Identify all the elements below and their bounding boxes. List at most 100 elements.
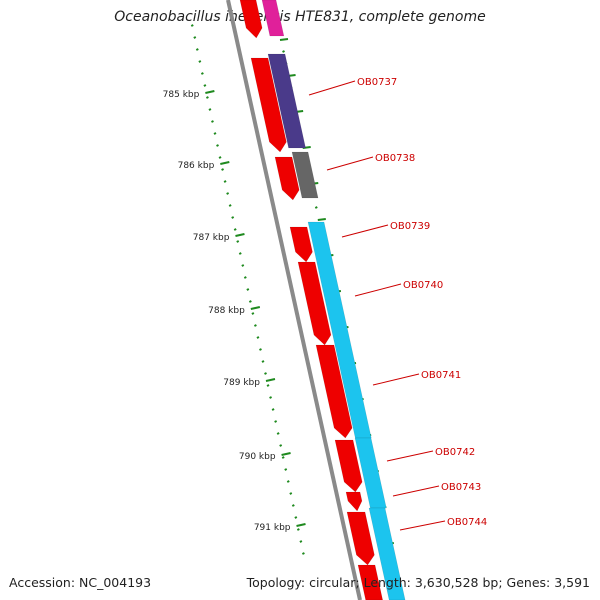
minor-tick bbox=[256, 336, 260, 339]
cds-feature bbox=[239, 0, 263, 39]
minor-tick bbox=[264, 372, 267, 375]
minor-tick bbox=[236, 240, 240, 243]
feature-purple bbox=[267, 53, 306, 149]
minor-tick bbox=[261, 360, 265, 363]
outer-tick bbox=[279, 38, 289, 41]
major-tick bbox=[235, 233, 245, 237]
minor-tick bbox=[226, 192, 230, 195]
minor-tick bbox=[281, 456, 285, 459]
gene-leader-line bbox=[399, 520, 446, 531]
gene-label: OB0744 bbox=[447, 517, 487, 528]
minor-tick bbox=[276, 432, 280, 435]
cds-feature bbox=[274, 156, 300, 201]
minor-tick bbox=[228, 204, 232, 207]
minor-tick bbox=[284, 468, 288, 471]
gene-label: OB0742 bbox=[435, 447, 475, 458]
scale-label: 789 kbp bbox=[223, 378, 260, 388]
cds-feature bbox=[345, 491, 363, 512]
gene-label: OB0743 bbox=[441, 482, 481, 493]
gene-label: OB0737 bbox=[357, 77, 397, 88]
minor-tick bbox=[195, 48, 199, 51]
major-tick bbox=[205, 90, 215, 94]
minor-tick bbox=[279, 444, 283, 447]
minor-tick bbox=[198, 60, 202, 63]
feature-gray bbox=[291, 151, 319, 199]
gene-leader-line bbox=[392, 485, 440, 497]
minor-tick bbox=[200, 72, 204, 75]
gene-leader-line bbox=[308, 80, 356, 96]
minor-tick bbox=[301, 552, 305, 555]
minor-tick bbox=[205, 96, 209, 99]
outer-tick bbox=[314, 206, 318, 209]
minor-tick bbox=[251, 312, 255, 315]
gene-label: OB0738 bbox=[375, 153, 415, 164]
cds-feature bbox=[315, 344, 353, 439]
cds-feature bbox=[297, 261, 332, 346]
minor-tick bbox=[289, 492, 293, 495]
gene-label: OB0740 bbox=[403, 280, 443, 291]
minor-tick bbox=[291, 504, 295, 507]
major-tick bbox=[296, 523, 306, 527]
gene-leader-line bbox=[354, 283, 402, 297]
minor-tick bbox=[266, 384, 270, 387]
scale-label: 788 kbp bbox=[208, 306, 245, 316]
minor-tick bbox=[248, 300, 252, 303]
major-tick bbox=[220, 161, 230, 165]
minor-tick bbox=[208, 108, 212, 111]
genome-summary: Topology: circular; Length: 3,630,528 bp… bbox=[246, 575, 590, 590]
scale-label: 785 kbp bbox=[163, 90, 200, 100]
minor-tick bbox=[299, 540, 303, 543]
cds-feature bbox=[346, 511, 375, 566]
feature-cyan bbox=[307, 221, 372, 439]
backbone-line bbox=[226, 0, 362, 600]
outer-tick bbox=[317, 218, 326, 221]
minor-tick bbox=[296, 528, 300, 531]
scale-label: 790 kbp bbox=[239, 452, 276, 462]
minor-tick bbox=[193, 36, 197, 39]
minor-tick bbox=[211, 120, 214, 123]
gene-label: OB0741 bbox=[421, 370, 461, 381]
minor-tick bbox=[216, 144, 219, 147]
minor-tick bbox=[243, 276, 247, 279]
minor-tick bbox=[286, 480, 290, 483]
feature-cyan bbox=[368, 507, 406, 600]
minor-tick bbox=[203, 84, 207, 87]
minor-tick bbox=[269, 396, 273, 399]
minor-tick bbox=[246, 288, 250, 291]
gene-leader-line bbox=[372, 373, 420, 386]
minor-tick bbox=[271, 408, 275, 411]
major-tick bbox=[281, 452, 291, 456]
minor-tick bbox=[231, 216, 235, 219]
scale-label: 787 kbp bbox=[193, 233, 230, 243]
cds-feature bbox=[289, 226, 313, 263]
minor-tick bbox=[238, 252, 242, 255]
cds-feature bbox=[334, 439, 363, 493]
minor-tick bbox=[190, 24, 194, 27]
rrna-feature bbox=[261, 0, 285, 37]
minor-tick bbox=[253, 324, 257, 327]
scale-label: 791 kbp bbox=[254, 523, 291, 533]
gene-label: OB0739 bbox=[390, 221, 430, 232]
minor-tick bbox=[223, 180, 227, 183]
outer-tick bbox=[282, 50, 285, 53]
minor-tick bbox=[241, 264, 245, 267]
minor-tick bbox=[259, 348, 262, 351]
minor-tick bbox=[233, 228, 237, 231]
gene-leader-line bbox=[341, 224, 389, 238]
minor-tick bbox=[294, 516, 298, 519]
cds-feature bbox=[357, 564, 383, 600]
feature-cyan bbox=[354, 437, 387, 509]
gene-leader-line bbox=[386, 450, 434, 462]
minor-tick bbox=[218, 156, 222, 159]
cds-feature bbox=[250, 57, 287, 153]
major-tick bbox=[250, 306, 261, 310]
minor-tick bbox=[221, 168, 225, 171]
map-title: Oceanobacillus iheyensis HTE831, complet… bbox=[114, 9, 486, 25]
major-tick bbox=[265, 378, 276, 382]
scale-label: 786 kbp bbox=[178, 161, 215, 171]
minor-tick bbox=[213, 132, 217, 135]
gene-leader-line bbox=[326, 156, 374, 171]
accession-text: Accession: NC_004193 bbox=[9, 575, 152, 590]
